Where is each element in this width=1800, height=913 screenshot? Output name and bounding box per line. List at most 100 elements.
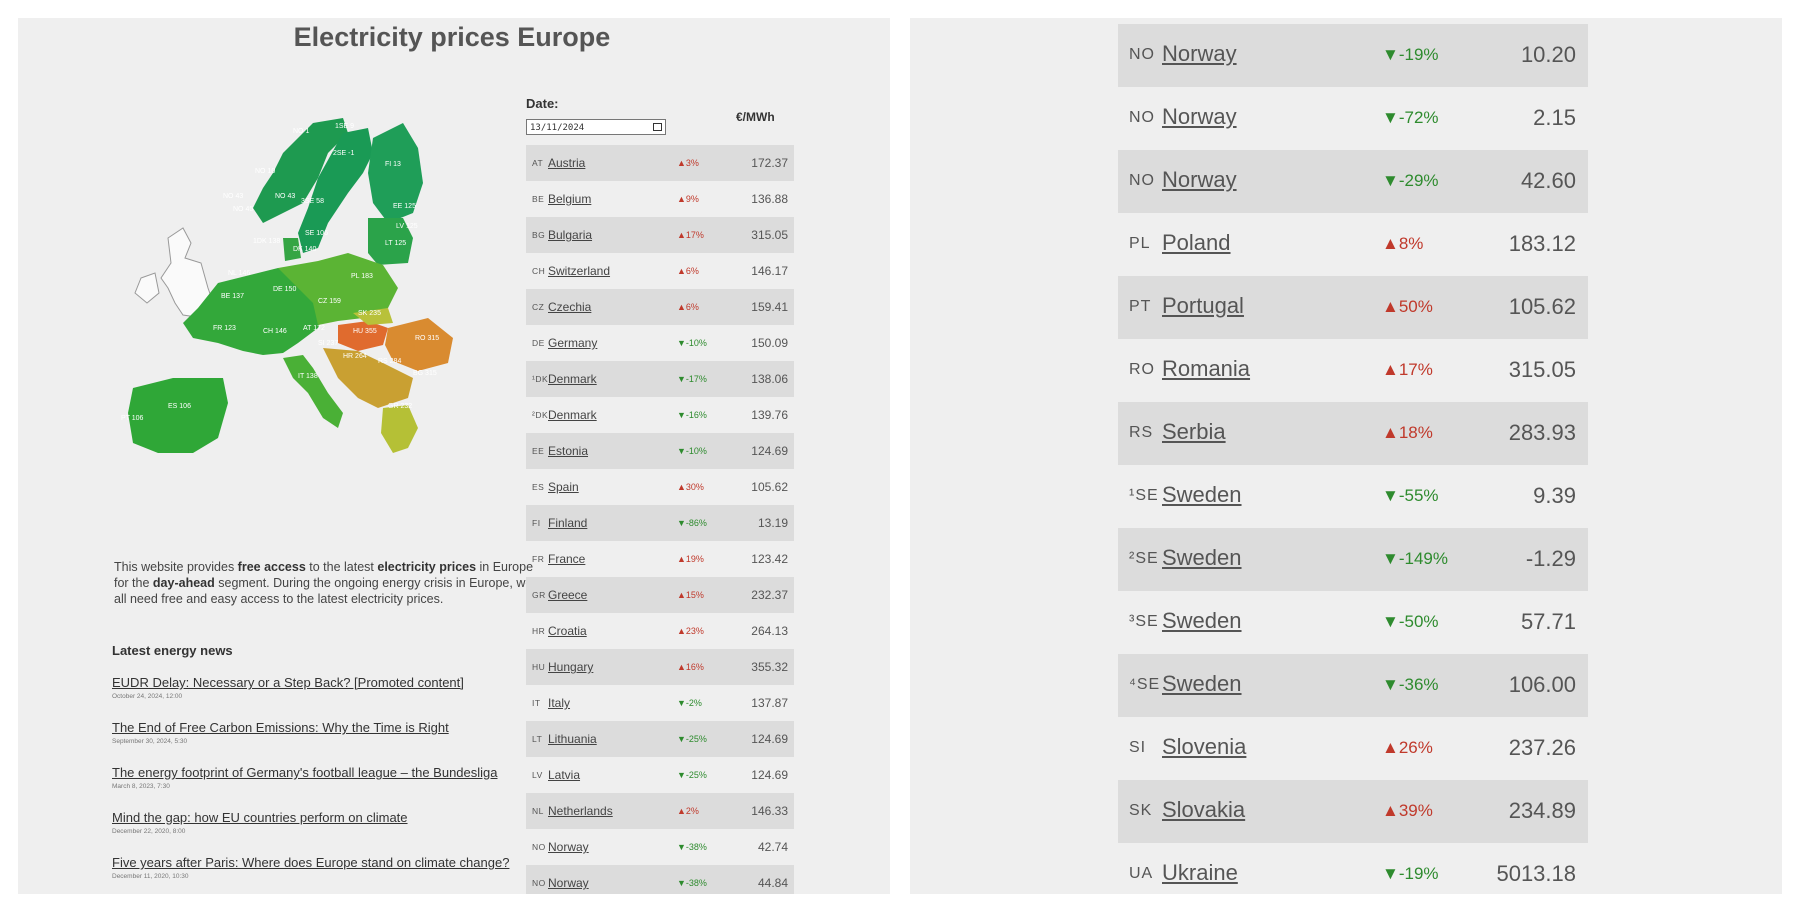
price-change: ▼-29% — [1382, 171, 1439, 191]
price-change-text: 6% — [685, 302, 699, 312]
country-link[interactable]: Czechia — [548, 300, 592, 314]
site-description: This website provides free access to the… — [114, 560, 534, 606]
country-link[interactable]: Portugal — [1162, 293, 1244, 318]
map-label: BG 315 — [413, 370, 437, 377]
country-link[interactable]: Netherlands — [548, 804, 613, 818]
country-link[interactable]: Latvia — [548, 768, 581, 782]
price-change: ▼-38% — [677, 842, 707, 852]
country-link[interactable]: Denmark — [548, 408, 597, 422]
triangle-up-icon: ▲ — [1382, 234, 1399, 253]
map-label: RO 315 — [415, 335, 439, 342]
country-link[interactable]: Sweden — [1162, 671, 1242, 696]
triangle-down-icon: ▼ — [677, 734, 686, 744]
news-link[interactable]: Five years after Paris: Where does Europ… — [112, 855, 510, 870]
country-link[interactable]: Norway — [548, 876, 589, 890]
price-change-text: 15% — [685, 590, 704, 600]
table-row: ⁴SE Sweden ▼-36% 106.00 — [1118, 654, 1588, 717]
left-panel: Electricity prices Europe — [18, 18, 890, 894]
country-link[interactable]: Norway — [1162, 104, 1237, 129]
price-value: 264.13 — [751, 624, 788, 638]
region-baltics — [368, 218, 413, 265]
triangle-down-icon: ▼ — [1382, 171, 1399, 190]
triangle-up-icon: ▲ — [677, 806, 686, 816]
table-row: GR Greece ▲15% 232.37 — [526, 577, 794, 613]
country-code: NO — [1129, 109, 1155, 127]
country-link[interactable]: Ukraine — [1162, 860, 1238, 885]
country-link[interactable]: Hungary — [548, 660, 594, 674]
country-link[interactable]: Serbia — [1162, 419, 1226, 444]
date-input[interactable]: 13/11/2024 — [526, 119, 666, 135]
triangle-up-icon: ▲ — [677, 482, 686, 492]
country-link[interactable]: Germany — [548, 336, 598, 350]
country-link[interactable]: Norway — [548, 840, 589, 854]
country-link[interactable]: Romania — [1162, 356, 1251, 381]
country-link[interactable]: Finland — [548, 516, 588, 530]
country-code-text: PL — [1129, 235, 1151, 252]
table-row: ¹DK Denmark ▼-17% 138.06 — [526, 361, 794, 397]
country-link[interactable]: Spain — [548, 480, 579, 494]
price-value: 159.41 — [751, 300, 788, 314]
country-link[interactable]: Switzerland — [548, 264, 611, 278]
price-value: 315.05 — [751, 228, 788, 242]
price-value: 234.89 — [1508, 798, 1576, 823]
country-link[interactable]: Lithuania — [548, 732, 597, 746]
country-code: LT — [532, 734, 542, 744]
europe-price-map[interactable]: NO 1 1SE 9 2SE -1 NO 10 FI 13 NO 43 NO 43 NO 45… — [113, 93, 543, 553]
country-code: NO — [532, 878, 546, 888]
country-link[interactable]: Sweden — [1162, 608, 1242, 633]
country-link[interactable]: Norway — [1162, 41, 1237, 66]
country-link[interactable]: Sweden — [1162, 545, 1242, 570]
country-link[interactable]: France — [548, 552, 586, 566]
country-code: ⁴SE — [1129, 676, 1160, 694]
price-table-right: NO Norway ▼-19% 10.20 NO Norway ▼-72% 2.15 NO Nor… — [1118, 24, 1588, 894]
triangle-down-icon: ▼ — [677, 446, 686, 456]
table-row: EE Estonia ▼-10% 124.69 — [526, 433, 794, 469]
price-change: ▲6% — [677, 266, 699, 276]
news-link[interactable]: The energy footprint of Germany's footba… — [112, 765, 498, 780]
country-code: FR — [532, 554, 544, 564]
country-code: ³SE — [1129, 613, 1159, 631]
table-row: NO Norway ▼-38% 42.74 — [526, 829, 794, 865]
country-link[interactable]: Greece — [548, 588, 588, 602]
country-link[interactable]: Estonia — [548, 444, 589, 458]
price-change: ▼-16% — [677, 410, 707, 420]
price-change-text: 6% — [685, 266, 699, 276]
price-value: 146.17 — [751, 264, 788, 278]
price-value: 44.84 — [757, 876, 788, 890]
country-link[interactable]: Belgium — [548, 192, 592, 206]
country-link[interactable]: Slovakia — [1162, 797, 1246, 822]
table-row: DE Germany ▼-10% 150.09 — [526, 325, 794, 361]
map-label: SI 237 — [318, 340, 338, 347]
map-label: PT 106 — [121, 415, 144, 422]
country-code-text: RS — [1129, 424, 1154, 441]
country-code: PT — [1129, 298, 1151, 316]
calendar-icon[interactable] — [653, 123, 662, 131]
region-romania — [385, 318, 453, 371]
news-link[interactable]: Mind the gap: how EU countries perform o… — [112, 810, 408, 825]
table-row: AT Austria ▲3% 172.37 — [526, 145, 794, 181]
triangle-up-icon: ▲ — [677, 590, 686, 600]
triangle-up-icon: ▲ — [677, 266, 686, 276]
country-link[interactable]: Slovenia — [1162, 734, 1247, 759]
country-code-text: NO — [1129, 109, 1155, 126]
country-code-text: SE — [1135, 487, 1159, 504]
country-link[interactable]: Denmark — [548, 372, 597, 386]
country-link[interactable]: Poland — [1162, 230, 1231, 255]
price-change-text: -50% — [1398, 612, 1439, 631]
country-link[interactable]: Norway — [1162, 167, 1237, 192]
triangle-up-icon: ▲ — [1382, 738, 1399, 757]
table-row: CH Switzerland ▲6% 146.17 — [526, 253, 794, 289]
country-link[interactable]: Bulgaria — [548, 228, 593, 242]
country-link[interactable]: Italy — [548, 696, 571, 710]
price-change-text: -72% — [1398, 108, 1439, 127]
price-change-text: -149% — [1398, 549, 1448, 568]
price-change: ▲19% — [677, 554, 704, 564]
news-link[interactable]: The End of Free Carbon Emissions: Why th… — [112, 720, 449, 735]
country-link[interactable]: Sweden — [1162, 482, 1242, 507]
triangle-down-icon: ▼ — [677, 518, 686, 528]
triangle-down-icon: ▼ — [1382, 675, 1399, 694]
map-label: NL 146 — [228, 270, 250, 277]
country-link[interactable]: Croatia — [548, 624, 587, 638]
news-link[interactable]: EUDR Delay: Necessary or a Step Back? [P… — [112, 675, 464, 690]
country-link[interactable]: Austria — [548, 156, 586, 170]
